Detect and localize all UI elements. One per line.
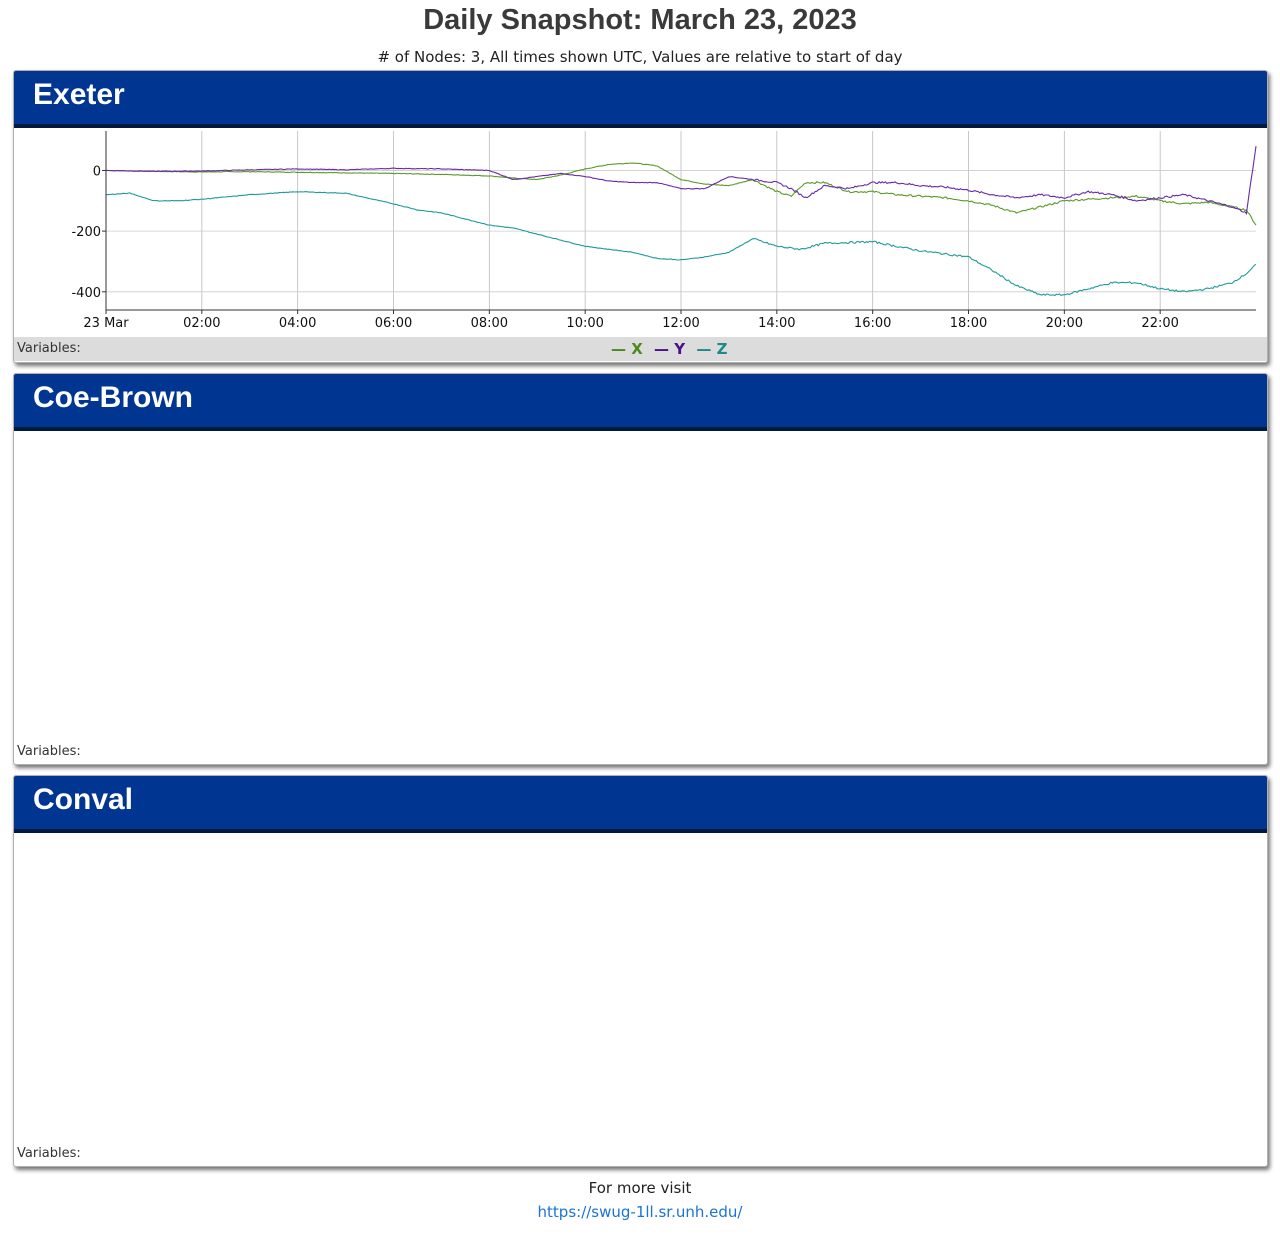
variables-label: Variables: [17, 744, 81, 759]
legend-label-z: Z [716, 340, 728, 358]
chart-tick-labels: 23 Mar 02:00 04:00 06:00 08:00 10:00 12:00 14:0… [71, 164, 1178, 331]
footer-link[interactable]: https://swug-1ll.sr.unh.edu/ [537, 1203, 743, 1221]
x-tick-label: 06:00 [375, 316, 412, 331]
x-tick-label: 08:00 [471, 316, 508, 331]
y-tick-label: -200 [71, 225, 101, 240]
chart-series [105, 146, 1257, 297]
magnetometer-chart[interactable]: 23 Mar 02:00 04:00 06:00 08:00 10:00 12:00 14:0… [14, 128, 1267, 338]
variables-bar: Variables: [14, 1142, 1267, 1166]
x-tick-label: 23 Mar [83, 316, 129, 331]
x-tick-label: 22:00 [1141, 316, 1178, 331]
chart-legend: — X — Y — Z [611, 337, 734, 361]
x-tick-label: 12:00 [662, 316, 699, 331]
page-title: Daily Snapshot: March 23, 2023 [423, 4, 857, 36]
x-tick-label: 14:00 [758, 316, 795, 331]
panel-title: Exeter [14, 71, 1267, 128]
page-subtitle: # of Nodes: 3, All times shown UTC, Valu… [377, 48, 903, 66]
legend-label-x: X [631, 340, 643, 358]
y-tick-label: 0 [93, 164, 101, 179]
variables-bar: Variables: — X — Y — Z [14, 337, 1267, 361]
chart-grid [106, 131, 1256, 310]
legend-label-y: Y [674, 340, 686, 358]
legend-swatch-y: — [654, 340, 670, 358]
legend-item-x[interactable]: — X [611, 340, 643, 358]
series-line-z [105, 191, 1257, 297]
x-tick-label: 20:00 [1046, 316, 1083, 331]
y-tick-label: -400 [71, 286, 101, 301]
node-panel-coe-brown: Coe-Brown Variables: [13, 373, 1268, 765]
panel-title: Conval [14, 776, 1267, 833]
legend-swatch-x: — [611, 340, 626, 358]
series-line-x [106, 162, 1257, 226]
x-tick-label: 04:00 [279, 316, 316, 331]
variables-label: Variables: [17, 341, 81, 356]
node-panel-conval: Conval Variables: [13, 775, 1268, 1167]
variables-bar: Variables: [14, 740, 1267, 764]
x-tick-label: 10:00 [566, 316, 603, 331]
footer-link-container: https://swug-1ll.sr.unh.edu/ [0, 1202, 1280, 1222]
panel-title: Coe-Brown [14, 374, 1267, 431]
chart-axes [102, 131, 1256, 314]
variables-label: Variables: [17, 1146, 81, 1161]
legend-item-z[interactable]: — Z [696, 340, 727, 358]
footer-text: For more visit [588, 1179, 692, 1197]
x-tick-label: 16:00 [854, 316, 891, 331]
series-line-y [105, 146, 1257, 216]
node-panel-exeter: Exeter 23 Mar 02:00 04:00 06:00 08:00 10:00 12… [13, 70, 1268, 363]
x-tick-label: 18:00 [950, 316, 987, 331]
x-tick-label: 02:00 [183, 316, 220, 331]
legend-swatch-z: — [696, 340, 712, 358]
legend-item-y[interactable]: — Y [654, 340, 685, 358]
